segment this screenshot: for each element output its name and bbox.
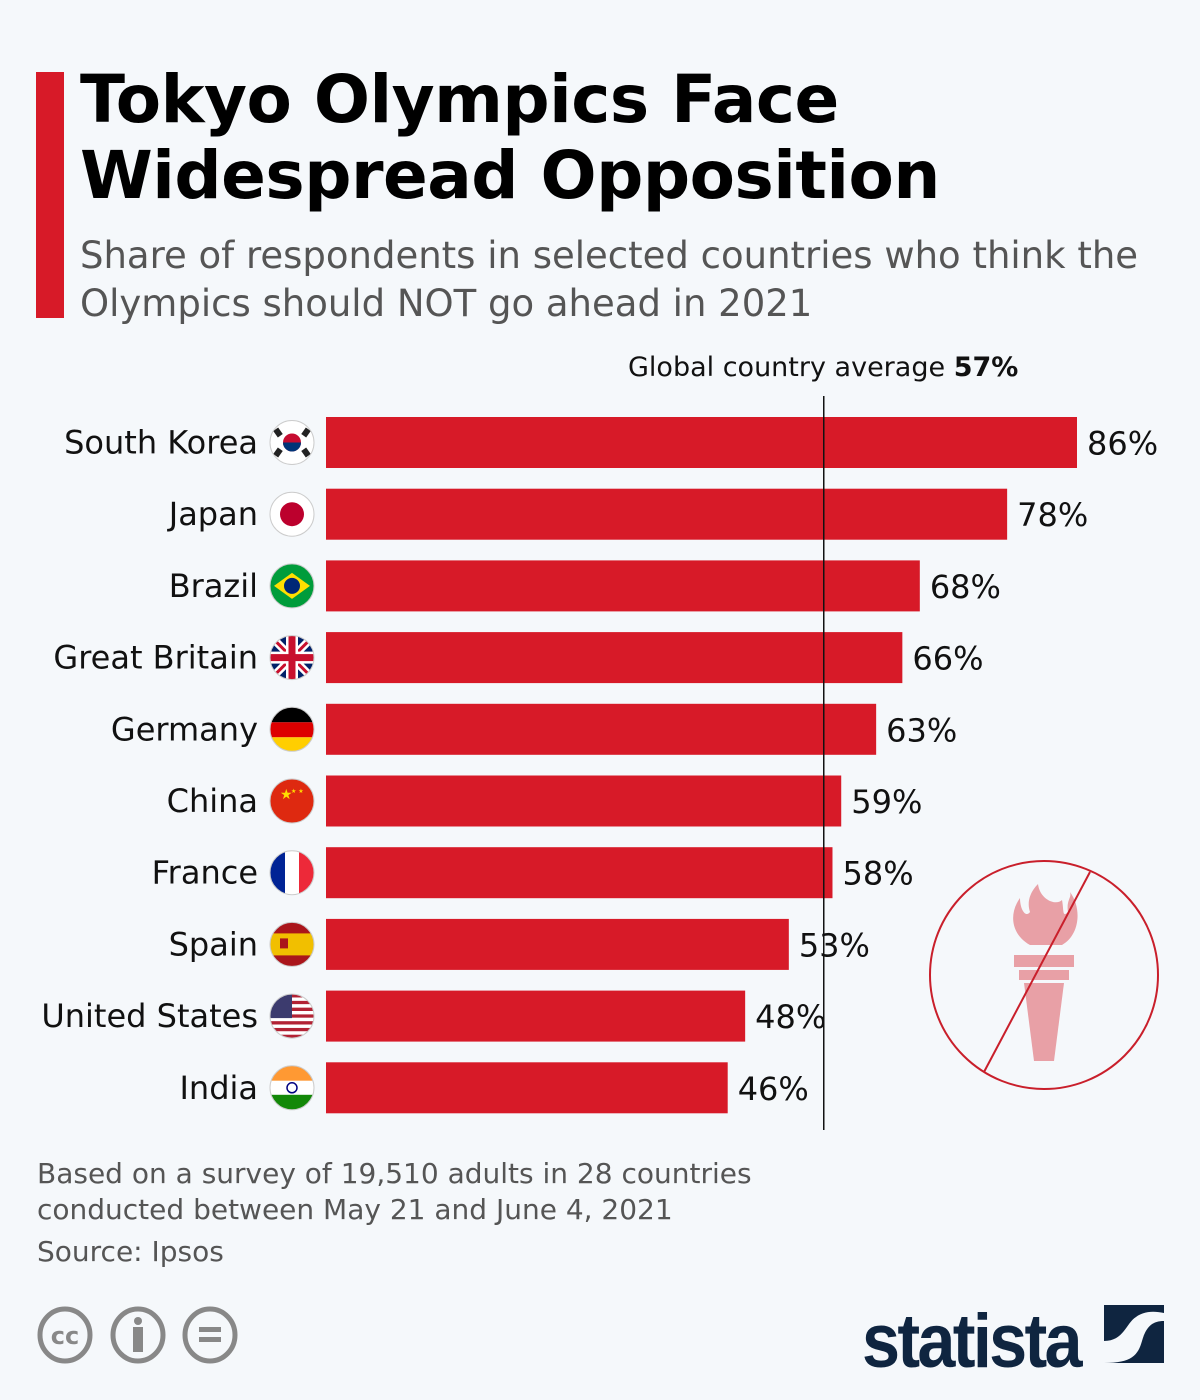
flag-border xyxy=(269,706,315,752)
china-flag-icon: ★★ ★ xyxy=(270,779,314,823)
category-label: France xyxy=(152,854,258,892)
value-label: 66% xyxy=(912,640,983,678)
cc-icon xyxy=(37,1306,93,1364)
value-label: 63% xyxy=(886,711,957,749)
title-line-2: Widespread Opposition xyxy=(80,137,940,214)
bar xyxy=(326,632,903,684)
category-label: India xyxy=(179,1069,258,1107)
category-label: United States xyxy=(41,997,258,1035)
value-label: 86% xyxy=(1087,425,1158,463)
svg-text:cc: cc xyxy=(51,1322,79,1350)
category-label: Germany xyxy=(111,710,258,748)
brazil-flag-icon xyxy=(270,563,314,608)
attribution-icon xyxy=(110,1306,166,1364)
flag-border xyxy=(269,635,315,681)
bar xyxy=(326,1062,728,1114)
value-label: 78% xyxy=(1017,496,1088,534)
spain-flag-icon xyxy=(270,922,314,967)
india-flag-icon xyxy=(270,1065,314,1110)
no-derivatives-icon xyxy=(182,1306,238,1364)
subtitle: Share of respondents in selected countri… xyxy=(80,234,1139,325)
category-label: Brazil xyxy=(169,567,258,605)
page-title: Tokyo Olympics Face Widespread Oppositio… xyxy=(80,62,940,214)
footnote: Based on a survey of 19,510 adults in 28… xyxy=(37,1156,752,1228)
bar xyxy=(326,775,842,827)
average-value: 57% xyxy=(953,352,1019,383)
value-label: 59% xyxy=(851,783,922,821)
value-label: 46% xyxy=(738,1070,809,1108)
flag-border xyxy=(269,921,315,967)
svg-text:★ ★: ★ ★ xyxy=(291,788,304,795)
south-korea-flag-icon xyxy=(270,420,314,465)
bar xyxy=(326,703,877,755)
category-label: Great Britain xyxy=(53,639,258,677)
great-britain-flag-icon xyxy=(270,635,314,680)
average-label: Global country average 57% xyxy=(628,352,1018,383)
bar xyxy=(326,918,789,970)
flag-border xyxy=(269,563,315,609)
category-label: South Korea xyxy=(64,424,258,462)
title-accent-bar xyxy=(36,72,64,318)
creative-commons-icons[interactable]: cc xyxy=(36,1306,246,1366)
category-label: China xyxy=(167,782,258,820)
bar xyxy=(326,488,1008,540)
value-label: 48% xyxy=(755,998,826,1036)
category-label: Japan xyxy=(167,495,258,533)
bar xyxy=(326,847,833,899)
flag-border xyxy=(269,491,315,537)
flag-border xyxy=(269,1065,315,1111)
no-torch-icon xyxy=(929,860,1159,1090)
japan-flag-icon xyxy=(270,492,314,537)
svg-text:★: ★ xyxy=(280,787,293,803)
france-flag-icon xyxy=(270,850,314,895)
value-label: 68% xyxy=(930,568,1001,606)
bar xyxy=(326,417,1077,468)
footnote-line-1: Based on a survey of 19,510 adults in 28… xyxy=(37,1157,752,1190)
bar xyxy=(326,990,746,1042)
statista-logo[interactable]: statista xyxy=(862,1298,1083,1385)
germany-flag-icon xyxy=(270,707,314,752)
bar xyxy=(326,560,920,612)
average-label-text: Global country average xyxy=(628,352,946,383)
source: Source: Ipsos xyxy=(37,1235,224,1268)
flag-border xyxy=(269,778,315,824)
value-label: 58% xyxy=(842,855,913,893)
statista-logo-mark-icon xyxy=(1104,1305,1164,1363)
flag-border xyxy=(269,993,315,1039)
footnote-line-2: conducted between May 21 and June 4, 202… xyxy=(37,1193,673,1226)
value-label: 53% xyxy=(799,926,870,964)
flag-border xyxy=(269,420,315,465)
united-states-flag-icon xyxy=(270,994,314,1039)
category-label: Spain xyxy=(169,925,258,963)
flag-border xyxy=(269,850,315,896)
title-line-1: Tokyo Olympics Face xyxy=(80,61,839,138)
statista-wordmark: statista xyxy=(862,1299,1083,1384)
